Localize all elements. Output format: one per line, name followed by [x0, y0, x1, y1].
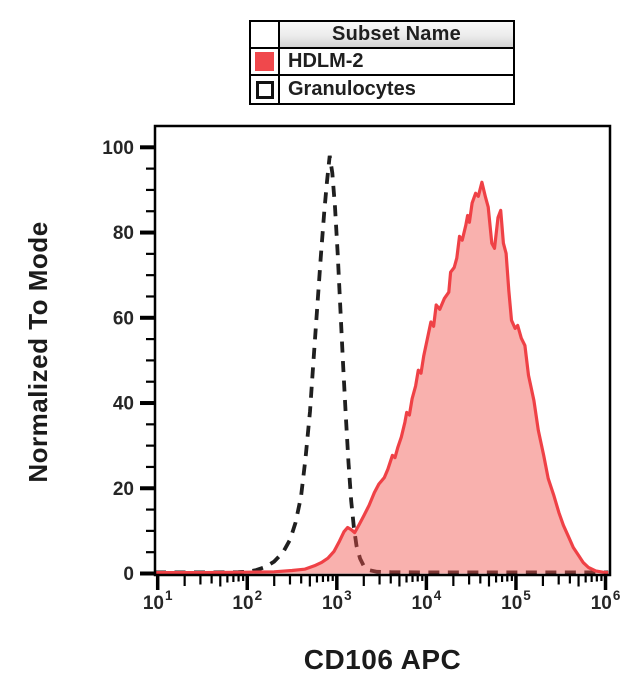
x-tick-label: 104: [412, 588, 442, 614]
plot-frame: [153, 124, 612, 577]
y-tick-label: 20: [113, 479, 134, 500]
legend-swatch-header-cell: [251, 22, 280, 49]
hdlm2-area: [155, 182, 609, 574]
granulocytes-swatch-icon: [255, 80, 274, 99]
legend-header: Subset Name: [280, 22, 513, 49]
x-tick-label: 106: [591, 588, 621, 614]
hdlm2-curve: [155, 180, 609, 575]
x-tick-label: 102: [232, 588, 262, 614]
legend-swatch-cell-hdlm2: [251, 49, 280, 76]
x-tick-label: 101: [143, 588, 173, 614]
hdlm2-swatch-icon: [255, 52, 274, 71]
y-tick-label: 80: [113, 223, 134, 244]
y-tick-label: 60: [113, 308, 134, 329]
legend-table: Subset Name HDLM-2 Granulocytes: [249, 20, 515, 105]
legend-swatch-cell-granulocytes: [251, 76, 280, 103]
x-axis-title: CD106 APC: [303, 644, 462, 675]
y-tick-label: 100: [102, 138, 134, 159]
legend-label-granulocytes: Granulocytes: [288, 78, 416, 100]
granulocytes-curve: [155, 155, 609, 575]
y-tick-label: 40: [113, 394, 134, 415]
x-tick-label: 105: [501, 588, 531, 614]
x-tick-label: 103: [322, 588, 352, 614]
legend-label-hdlm2: HDLM-2: [280, 49, 513, 76]
y-tick-label: 0: [123, 564, 134, 585]
